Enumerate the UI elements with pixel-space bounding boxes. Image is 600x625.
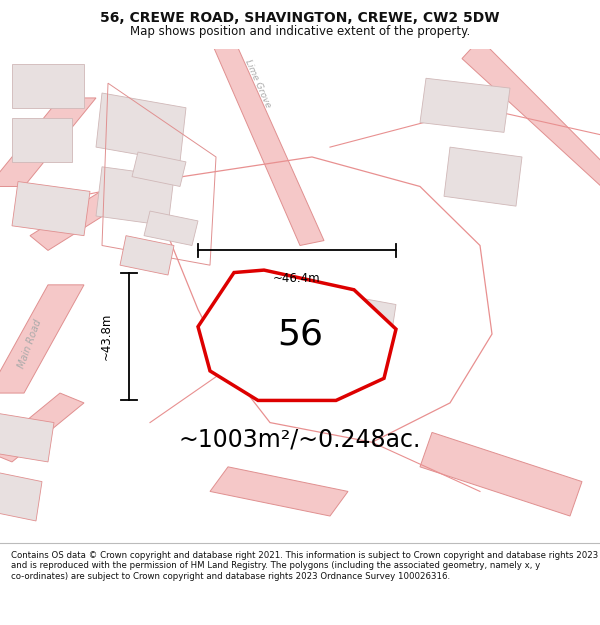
Polygon shape xyxy=(336,294,396,344)
Text: 56: 56 xyxy=(277,317,323,351)
Polygon shape xyxy=(210,467,348,516)
Polygon shape xyxy=(12,64,84,107)
Polygon shape xyxy=(0,393,84,462)
Polygon shape xyxy=(132,152,186,186)
Polygon shape xyxy=(0,98,96,186)
Polygon shape xyxy=(252,280,318,339)
Polygon shape xyxy=(120,236,174,275)
Polygon shape xyxy=(0,412,54,462)
Polygon shape xyxy=(12,181,90,236)
Text: ~1003m²/~0.248ac.: ~1003m²/~0.248ac. xyxy=(179,428,421,452)
Polygon shape xyxy=(0,285,84,393)
Polygon shape xyxy=(0,472,42,521)
Text: Lime Grove: Lime Grove xyxy=(244,58,272,109)
Polygon shape xyxy=(30,172,150,251)
Polygon shape xyxy=(462,39,600,196)
Polygon shape xyxy=(96,167,174,226)
Polygon shape xyxy=(12,118,72,162)
Polygon shape xyxy=(444,147,522,206)
Polygon shape xyxy=(144,211,198,246)
Text: 56, CREWE ROAD, SHAVINGTON, CREWE, CW2 5DW: 56, CREWE ROAD, SHAVINGTON, CREWE, CW2 5… xyxy=(100,11,500,25)
Text: Map shows position and indicative extent of the property.: Map shows position and indicative extent… xyxy=(130,25,470,38)
Polygon shape xyxy=(198,270,396,401)
Polygon shape xyxy=(420,78,510,132)
Polygon shape xyxy=(96,93,186,162)
Text: ~46.4m: ~46.4m xyxy=(273,272,321,286)
Polygon shape xyxy=(210,39,324,246)
Text: Main Road: Main Road xyxy=(17,318,43,370)
Text: Contains OS data © Crown copyright and database right 2021. This information is : Contains OS data © Crown copyright and d… xyxy=(11,551,598,581)
Polygon shape xyxy=(420,432,582,516)
Text: ~43.8m: ~43.8m xyxy=(100,312,113,360)
